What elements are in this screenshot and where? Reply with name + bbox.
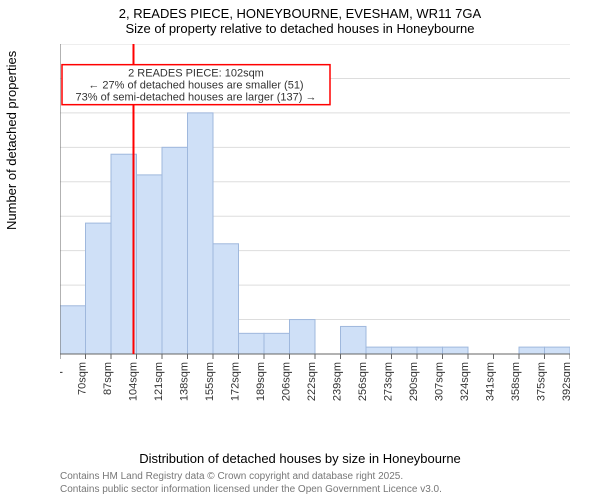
svg-text:← 27% of detached houses are s: ← 27% of detached houses are smaller (51… (88, 80, 303, 92)
svg-text:392sqm: 392sqm (561, 362, 570, 401)
svg-text:2 READES PIECE: 102sqm: 2 READES PIECE: 102sqm (128, 68, 264, 80)
footer-line-2: Contains public sector information licen… (60, 484, 442, 497)
svg-text:70sqm: 70sqm (77, 362, 89, 395)
svg-text:307sqm: 307sqm (434, 362, 446, 401)
svg-text:222sqm: 222sqm (306, 362, 318, 401)
svg-text:104sqm: 104sqm (128, 362, 140, 401)
svg-text:53sqm: 53sqm (60, 362, 63, 395)
svg-text:375sqm: 375sqm (536, 362, 548, 401)
footer-attribution: Contains HM Land Registry data © Crown c… (60, 471, 442, 496)
y-axis-label: Number of detached properties (4, 51, 19, 230)
svg-text:206sqm: 206sqm (281, 362, 293, 401)
svg-text:256sqm: 256sqm (357, 362, 369, 401)
chart-area: 05101520253035404553sqm70sqm87sqm104sqm1… (60, 44, 570, 414)
svg-text:189sqm: 189sqm (255, 362, 267, 401)
svg-text:155sqm: 155sqm (204, 362, 216, 401)
svg-text:138sqm: 138sqm (179, 362, 191, 401)
svg-text:172sqm: 172sqm (230, 362, 242, 401)
x-axis-label: Distribution of detached houses by size … (0, 451, 600, 466)
footer-line-1: Contains HM Land Registry data © Crown c… (60, 471, 442, 484)
svg-text:341sqm: 341sqm (485, 362, 497, 401)
svg-text:324sqm: 324sqm (459, 362, 471, 401)
title-line-2: Size of property relative to detached ho… (0, 21, 600, 36)
svg-text:358sqm: 358sqm (510, 362, 522, 401)
chart-titles: 2, READES PIECE, HONEYBOURNE, EVESHAM, W… (0, 0, 600, 36)
svg-text:121sqm: 121sqm (153, 362, 165, 401)
svg-text:273sqm: 273sqm (383, 362, 395, 401)
histogram-svg: 05101520253035404553sqm70sqm87sqm104sqm1… (60, 44, 570, 414)
svg-text:290sqm: 290sqm (408, 362, 420, 401)
svg-text:73% of semi-detached houses ar: 73% of semi-detached houses are larger (… (76, 92, 317, 104)
title-line-1: 2, READES PIECE, HONEYBOURNE, EVESHAM, W… (0, 6, 600, 21)
svg-text:239sqm: 239sqm (332, 362, 344, 401)
svg-text:87sqm: 87sqm (102, 362, 114, 395)
